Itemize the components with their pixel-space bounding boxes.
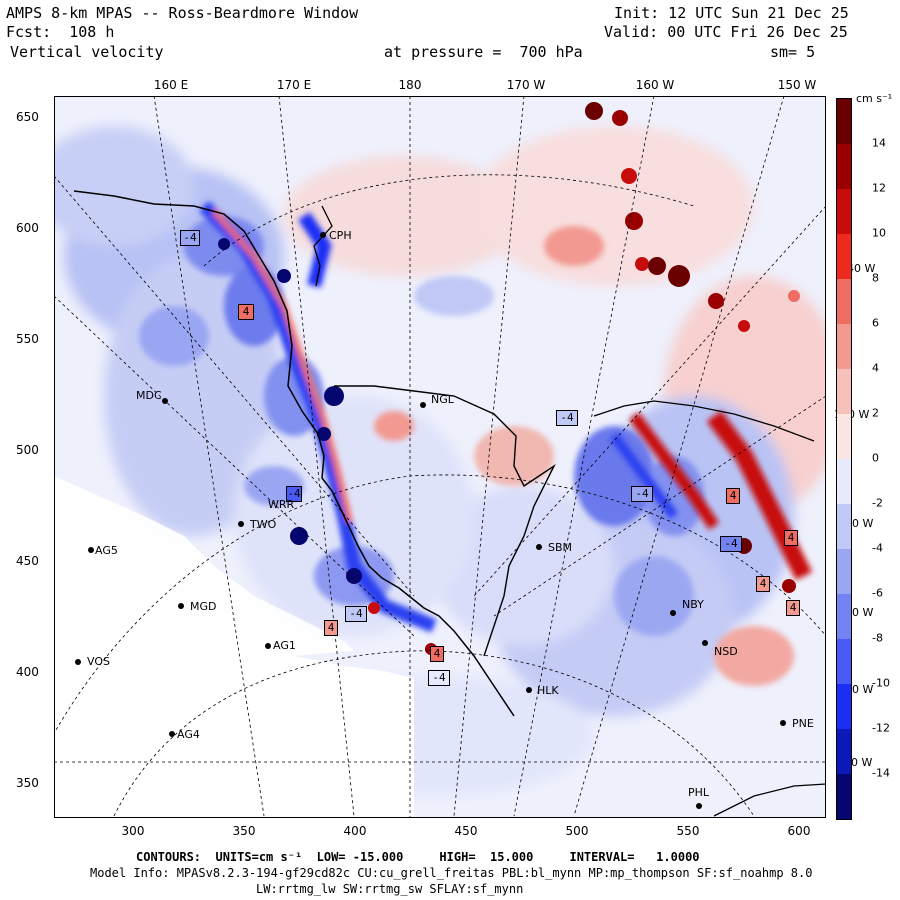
colorbar-segment xyxy=(837,774,851,819)
lon-label: 160 W xyxy=(635,78,675,92)
contour-label: -4 xyxy=(345,606,367,622)
y-tick: 350 xyxy=(16,776,39,790)
colorbar-segment xyxy=(837,144,851,189)
colorbar-tick: 2 xyxy=(872,406,879,420)
station-dot xyxy=(88,547,94,553)
contour-label: -4 xyxy=(428,670,450,686)
colorbar-units: cm s⁻¹ xyxy=(856,92,893,105)
model-info: Model Info: MPASv8.2.3-194-gf29cd82c CU:… xyxy=(90,866,813,880)
valid-time: Valid: 00 UTC Fri 26 Dec 25 xyxy=(604,23,848,41)
colorbar-segment xyxy=(837,639,851,684)
station-dot xyxy=(178,603,184,609)
x-tick: 400 xyxy=(343,824,367,838)
contour-label: 4 xyxy=(784,530,798,546)
colorbar-segment xyxy=(837,99,851,144)
station-dot xyxy=(169,731,175,737)
init-time: Init: 12 UTC Sun 21 Dec 25 xyxy=(614,4,849,22)
y-tick: 500 xyxy=(16,443,39,457)
smoothing: sm= 5 xyxy=(770,43,816,61)
colorbar-tick: 14 xyxy=(872,136,886,150)
colorbar-segment xyxy=(837,504,851,549)
y-tick: 400 xyxy=(16,665,39,679)
contour-label: 4 xyxy=(756,576,770,592)
field-name: Vertical velocity xyxy=(10,43,164,61)
station-dot xyxy=(702,640,708,646)
colorbar-tick: -8 xyxy=(872,631,883,645)
x-tick: 600 xyxy=(787,824,811,838)
forecast-hour: Fcst: 108 h xyxy=(6,23,115,41)
station-dot xyxy=(75,659,81,665)
contour-label: -4 xyxy=(631,486,653,502)
colorbar-segment xyxy=(837,189,851,234)
lon-label: 150 W xyxy=(777,78,817,92)
station-dot xyxy=(536,544,542,550)
station-dot xyxy=(526,687,532,693)
colorbar-segment xyxy=(837,414,851,459)
map-title: AMPS 8-km MPAS -- Ross-Beardmore Window xyxy=(6,4,359,22)
colorbar-segment xyxy=(837,234,851,279)
colorbar-segment xyxy=(837,549,851,594)
colorbar-segment xyxy=(837,729,851,774)
y-tick: 600 xyxy=(16,221,39,235)
y-tick: 450 xyxy=(16,554,39,568)
colorbar-segment xyxy=(837,279,851,324)
contour-info: CONTOURS: UNITS=cm s⁻¹ LOW= -15.000 HIGH… xyxy=(136,850,700,864)
colorbar-tick: -6 xyxy=(872,586,883,600)
colorbar-tick: 4 xyxy=(872,361,879,375)
colorbar-tick: -2 xyxy=(872,496,883,510)
contour-label: 4 xyxy=(324,620,338,636)
pressure-level: at pressure = 700 hPa xyxy=(384,43,583,61)
colorbar-tick: -10 xyxy=(872,676,890,690)
contour-label: 4 xyxy=(430,646,444,662)
lon-label: 180 xyxy=(398,78,422,92)
colorbar-segment xyxy=(837,324,851,369)
station-dot xyxy=(238,521,244,527)
station-dot xyxy=(162,398,168,404)
contour-label: 4 xyxy=(238,304,254,320)
contour-label: -4 xyxy=(556,410,578,426)
x-tick: 300 xyxy=(121,824,145,838)
lon-label: 170 E xyxy=(276,78,312,92)
colorbar-tick: 12 xyxy=(872,181,886,195)
x-tick: 500 xyxy=(565,824,589,838)
station-dot xyxy=(780,720,786,726)
colorbar-tick: 10 xyxy=(872,226,886,240)
contour-label: -4 xyxy=(286,486,302,502)
colorbar-segment xyxy=(837,369,851,414)
colorbar-tick: -12 xyxy=(872,721,890,735)
station-dot xyxy=(670,610,676,616)
contour-label: 4 xyxy=(726,488,740,504)
lon-label: 160 E xyxy=(153,78,189,92)
station-dot xyxy=(320,232,326,238)
x-tick: 450 xyxy=(454,824,478,838)
physics-info: LW:rrtmg_lw SW:rrtmg_sw SFLAY:sf_mynn xyxy=(256,882,524,896)
lon-label: 170 W xyxy=(506,78,546,92)
colorbar-tick: 0 xyxy=(872,451,879,465)
colorbar-segment xyxy=(837,594,851,639)
colorbar-tick: 8 xyxy=(872,271,879,285)
y-tick: 650 xyxy=(16,110,39,124)
colorbar-tick: 6 xyxy=(872,316,879,330)
colorbar-segment xyxy=(837,459,851,504)
contour-label: -4 xyxy=(180,230,200,246)
x-tick: 350 xyxy=(232,824,256,838)
x-tick: 550 xyxy=(676,824,700,838)
station-dot xyxy=(696,803,702,809)
colorbar-tick: -14 xyxy=(872,766,890,780)
colorbar-tick: -4 xyxy=(872,541,883,555)
station-dot xyxy=(420,402,426,408)
colorbar-segment xyxy=(837,684,851,729)
contour-label: -4 xyxy=(720,536,742,552)
contour-label: 4 xyxy=(786,600,800,616)
y-tick: 550 xyxy=(16,332,39,346)
station-dot xyxy=(265,643,271,649)
colorbar xyxy=(836,98,852,820)
velocity-map xyxy=(54,96,826,818)
